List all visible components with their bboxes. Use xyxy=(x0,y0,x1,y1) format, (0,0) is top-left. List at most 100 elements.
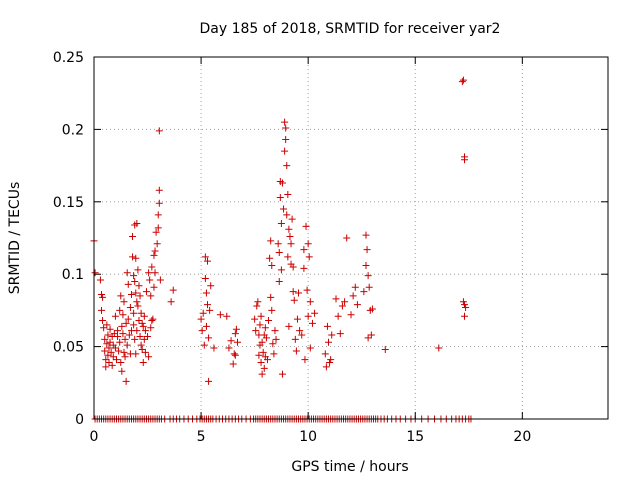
y-tick-label: 0.15 xyxy=(53,195,84,211)
y-tick-label: 0.1 xyxy=(62,267,84,283)
data-point-marker xyxy=(118,367,126,375)
data-point-marker xyxy=(301,356,309,364)
data-point-marker xyxy=(121,353,129,361)
data-point-marker xyxy=(103,340,111,348)
data-point-marker xyxy=(302,222,310,230)
data-point-marker xyxy=(381,345,389,353)
data-point-marker xyxy=(104,351,112,359)
data-point-marker xyxy=(291,335,299,343)
data-point-marker xyxy=(96,276,104,284)
data-point-marker xyxy=(290,296,298,304)
data-point-marker xyxy=(285,225,293,233)
data-point-marker xyxy=(106,338,114,346)
data-point-marker xyxy=(256,321,264,329)
data-point-marker xyxy=(130,321,138,329)
data-point-marker xyxy=(364,334,372,342)
data-point-marker xyxy=(276,193,284,201)
data-point-marker xyxy=(139,359,147,367)
data-point-marker xyxy=(114,327,122,335)
data-point-marker xyxy=(298,331,306,339)
data-point-marker xyxy=(116,338,124,346)
data-point-marker xyxy=(140,312,148,320)
data-point-marker xyxy=(283,211,291,219)
data-point-marker xyxy=(137,341,145,349)
data-point-marker xyxy=(461,301,469,309)
data-point-marker xyxy=(97,290,105,298)
data-point-marker xyxy=(134,266,142,274)
data-point-marker xyxy=(229,360,237,368)
data-point-marker xyxy=(311,309,319,317)
y-tick-label: 0.05 xyxy=(53,340,84,356)
data-point-marker xyxy=(120,348,128,356)
data-point-marker xyxy=(284,191,292,199)
data-point-marker xyxy=(139,322,147,330)
data-point-marker xyxy=(117,359,125,367)
data-point-marker xyxy=(200,341,208,349)
data-point-marker xyxy=(141,348,149,356)
data-point-marker xyxy=(260,364,268,372)
data-point-marker xyxy=(198,327,206,335)
data-point-marker xyxy=(142,288,150,296)
data-point-marker xyxy=(289,263,297,271)
data-point-marker xyxy=(275,277,283,285)
data-point-marker xyxy=(289,288,297,296)
data-point-marker xyxy=(360,288,368,296)
data-point-marker xyxy=(304,240,312,248)
data-point-marker xyxy=(296,327,304,335)
axis-ticks: 0 0.05 0.1 0.15 0.2 0.25 0 5 10 15 20 xyxy=(53,50,608,445)
data-point-marker xyxy=(201,275,209,283)
data-point-marker xyxy=(461,312,469,320)
data-point-marker xyxy=(123,269,131,277)
data-point-marker xyxy=(368,305,376,313)
data-point-marker xyxy=(152,228,160,236)
data-point-marker xyxy=(223,312,231,320)
data-point-marker xyxy=(104,331,112,339)
data-point-marker xyxy=(266,254,274,262)
data-point-marker xyxy=(151,269,159,277)
data-point-marker xyxy=(277,266,285,274)
data-point-marker xyxy=(336,330,344,338)
data-point-marker xyxy=(233,338,241,346)
data-point-marker xyxy=(205,334,213,342)
data-point-marker xyxy=(102,363,110,371)
data-point-marker xyxy=(206,306,214,314)
data-point-marker xyxy=(91,269,99,277)
data-point-marker xyxy=(131,335,139,343)
data-point-marker xyxy=(110,330,118,338)
data-point-marker xyxy=(225,344,233,352)
data-point-marker xyxy=(154,211,162,219)
data-point-marker xyxy=(303,286,311,294)
data-point-marker xyxy=(125,331,133,339)
data-point-marker xyxy=(308,319,316,327)
data-point-marker xyxy=(147,292,155,300)
data-point-marker xyxy=(258,338,266,346)
y-tick-label: 0 xyxy=(75,412,84,428)
data-point-marker xyxy=(459,298,467,306)
data-point-marker xyxy=(269,340,277,348)
data-point-marker xyxy=(282,124,290,132)
data-point-marker xyxy=(231,330,239,338)
plot-area-border xyxy=(93,56,609,420)
data-point-marker xyxy=(136,292,144,300)
data-point-marker xyxy=(136,332,144,340)
data-point-marker xyxy=(138,319,146,327)
data-point-marker xyxy=(277,220,285,228)
data-point-marker xyxy=(251,315,259,323)
data-point-marker xyxy=(121,335,129,343)
data-point-marker xyxy=(118,322,126,330)
data-point-marker xyxy=(132,350,140,358)
data-point-marker xyxy=(150,251,158,259)
data-point-marker xyxy=(281,118,289,126)
data-point-marker xyxy=(268,262,276,270)
data-point-marker xyxy=(362,262,370,270)
data-point-marker xyxy=(205,377,213,385)
data-point-marker xyxy=(103,321,111,329)
data-point-marker xyxy=(261,324,269,332)
data-point-marker xyxy=(155,186,163,194)
data-point-marker xyxy=(119,330,127,338)
data-point-marker xyxy=(154,224,162,232)
data-point-marker xyxy=(123,341,131,349)
data-point-marker xyxy=(108,361,116,369)
data-point-marker xyxy=(458,78,466,86)
